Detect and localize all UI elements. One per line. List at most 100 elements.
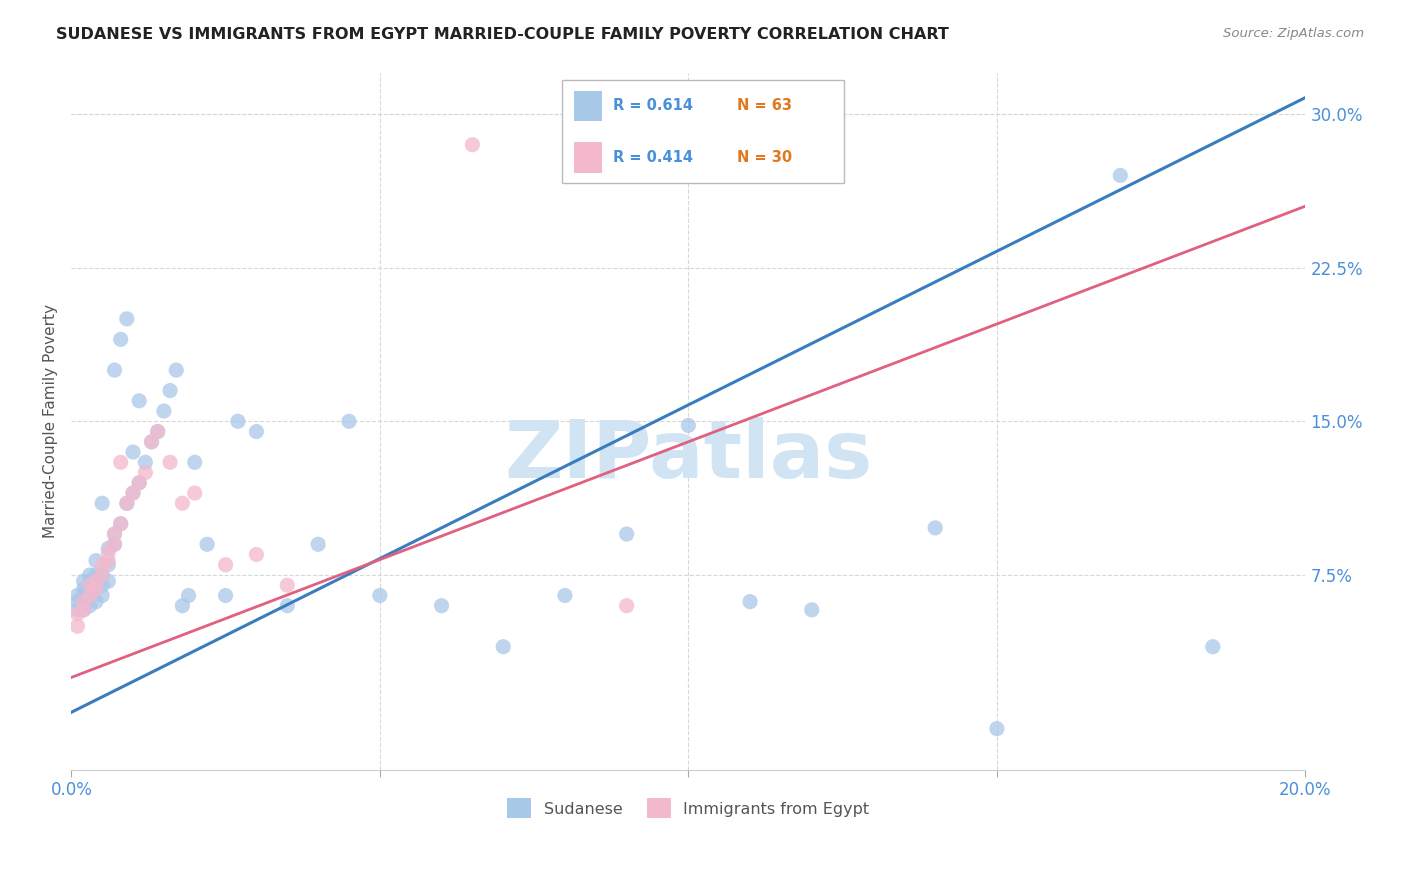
Point bbox=[159, 455, 181, 469]
Point bbox=[66, 603, 89, 617]
Point bbox=[616, 527, 638, 541]
Point bbox=[79, 589, 101, 603]
Point bbox=[97, 541, 120, 556]
Point bbox=[128, 475, 150, 490]
Point bbox=[103, 537, 125, 551]
Point bbox=[1109, 169, 1132, 183]
Point bbox=[986, 722, 1008, 736]
Y-axis label: Married-Couple Family Poverty: Married-Couple Family Poverty bbox=[44, 304, 58, 538]
Point bbox=[84, 574, 107, 589]
Point bbox=[79, 574, 101, 589]
Point bbox=[177, 589, 200, 603]
Point bbox=[141, 434, 163, 449]
Point bbox=[276, 599, 298, 613]
Legend: Sudanese, Immigrants from Egypt: Sudanese, Immigrants from Egypt bbox=[501, 792, 876, 824]
Point bbox=[79, 582, 101, 597]
Point bbox=[307, 537, 329, 551]
Point bbox=[128, 475, 150, 490]
Point bbox=[72, 603, 94, 617]
Point bbox=[554, 589, 576, 603]
Point bbox=[153, 404, 176, 418]
Point bbox=[84, 594, 107, 608]
Point bbox=[72, 589, 94, 603]
Text: R = 0.614: R = 0.614 bbox=[613, 98, 693, 113]
Point bbox=[678, 418, 700, 433]
Point bbox=[72, 582, 94, 597]
Text: N = 30: N = 30 bbox=[737, 150, 792, 165]
Point bbox=[103, 527, 125, 541]
Point bbox=[84, 582, 107, 597]
Point bbox=[84, 568, 107, 582]
Point bbox=[79, 599, 101, 613]
Point bbox=[72, 603, 94, 617]
Point bbox=[79, 578, 101, 592]
Text: N = 63: N = 63 bbox=[737, 98, 792, 113]
Point bbox=[97, 545, 120, 559]
Point bbox=[337, 414, 360, 428]
Text: Source: ZipAtlas.com: Source: ZipAtlas.com bbox=[1223, 27, 1364, 40]
Point bbox=[103, 527, 125, 541]
Point bbox=[172, 599, 194, 613]
Point bbox=[141, 434, 163, 449]
Point bbox=[461, 137, 484, 152]
Text: R = 0.414: R = 0.414 bbox=[613, 150, 693, 165]
Point bbox=[738, 594, 761, 608]
Point bbox=[91, 568, 114, 582]
Point bbox=[66, 594, 89, 608]
Point bbox=[110, 516, 132, 531]
Point bbox=[84, 554, 107, 568]
Point bbox=[122, 486, 145, 500]
FancyBboxPatch shape bbox=[574, 142, 602, 173]
Text: ZIPatlas: ZIPatlas bbox=[505, 417, 873, 495]
Point bbox=[110, 332, 132, 346]
Point bbox=[616, 599, 638, 613]
Point bbox=[1202, 640, 1225, 654]
Point bbox=[66, 607, 89, 621]
Point bbox=[492, 640, 515, 654]
Point bbox=[226, 414, 249, 428]
Point bbox=[115, 311, 138, 326]
Point bbox=[165, 363, 187, 377]
Point bbox=[91, 558, 114, 572]
Point bbox=[97, 554, 120, 568]
Point bbox=[91, 496, 114, 510]
Point bbox=[146, 425, 169, 439]
Point bbox=[146, 425, 169, 439]
Text: SUDANESE VS IMMIGRANTS FROM EGYPT MARRIED-COUPLE FAMILY POVERTY CORRELATION CHAR: SUDANESE VS IMMIGRANTS FROM EGYPT MARRIE… bbox=[56, 27, 949, 42]
Point bbox=[72, 594, 94, 608]
Point bbox=[122, 486, 145, 500]
Point bbox=[110, 516, 132, 531]
Point bbox=[214, 589, 236, 603]
Point bbox=[115, 496, 138, 510]
Point bbox=[66, 619, 89, 633]
Point bbox=[134, 455, 156, 469]
Point bbox=[183, 455, 205, 469]
FancyBboxPatch shape bbox=[574, 91, 602, 121]
Point bbox=[195, 537, 218, 551]
Point bbox=[214, 558, 236, 572]
Point bbox=[122, 445, 145, 459]
Point bbox=[72, 574, 94, 589]
Point bbox=[245, 548, 267, 562]
Point bbox=[79, 568, 101, 582]
Point bbox=[430, 599, 453, 613]
Point bbox=[66, 589, 89, 603]
Point bbox=[115, 496, 138, 510]
Point bbox=[245, 425, 267, 439]
Point bbox=[103, 363, 125, 377]
Point bbox=[924, 521, 946, 535]
Point bbox=[110, 455, 132, 469]
Point bbox=[91, 578, 114, 592]
Point bbox=[134, 466, 156, 480]
Point bbox=[800, 603, 823, 617]
Point bbox=[84, 582, 107, 597]
Point bbox=[103, 537, 125, 551]
Point bbox=[91, 589, 114, 603]
Point bbox=[172, 496, 194, 510]
Point bbox=[97, 558, 120, 572]
Point bbox=[128, 393, 150, 408]
Point bbox=[72, 594, 94, 608]
Point bbox=[79, 589, 101, 603]
Point bbox=[368, 589, 391, 603]
Point bbox=[183, 486, 205, 500]
